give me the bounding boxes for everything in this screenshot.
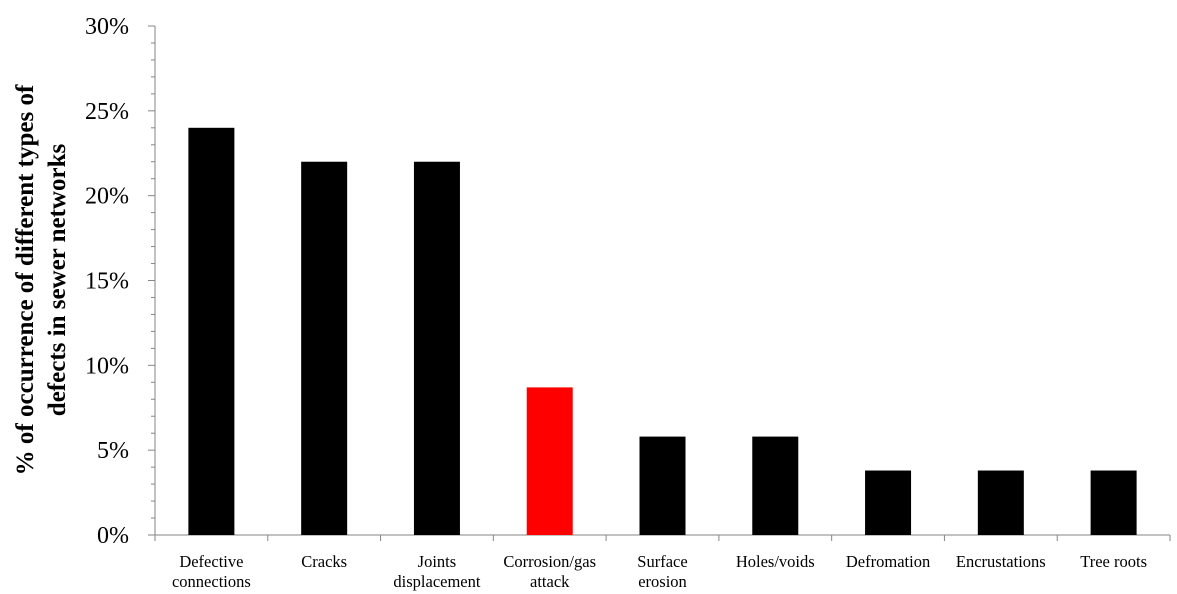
y-axis-label-line: defects in sewer networks xyxy=(44,144,71,417)
x-category-labels: Defective connections Cracks Joints displace… xyxy=(172,552,1147,591)
y-tick-label: 0% xyxy=(97,523,129,549)
bar xyxy=(188,127,235,536)
bar xyxy=(413,161,460,535)
bars xyxy=(188,127,1137,536)
x-category-label: Defective connections xyxy=(172,552,251,591)
x-category-label: Defromation xyxy=(846,552,930,571)
x-category-label: Joints displacement xyxy=(393,552,480,591)
bar xyxy=(526,387,573,535)
y-tick-label: 15% xyxy=(85,269,129,295)
bar xyxy=(639,436,686,535)
y-tick-labels: 0% 5% 10% 15% 20% 25% 30% xyxy=(85,14,129,549)
bar xyxy=(1090,470,1137,535)
bar xyxy=(865,470,912,535)
y-tick-label: 30% xyxy=(85,14,129,40)
bar xyxy=(977,470,1024,535)
x-category-label: Surface erosion xyxy=(637,552,687,591)
y-tick-label: 10% xyxy=(85,353,129,379)
x-category-label: Holes/voids xyxy=(736,552,815,571)
x-category-label: Tree roots xyxy=(1080,552,1147,571)
bar xyxy=(752,436,799,535)
x-category-label: Cracks xyxy=(301,552,347,571)
y-tick-label: 5% xyxy=(97,438,129,464)
x-category-label: Encrustations xyxy=(956,552,1046,571)
bar xyxy=(301,161,348,535)
y-tick-label: 25% xyxy=(85,99,129,125)
y-axis-label-line: % of occurrence of different types of xyxy=(12,84,39,475)
x-category-label: Corrosion/gas attack xyxy=(503,552,596,591)
y-axis-label: % of occurrence of different types of def… xyxy=(12,84,71,475)
y-tick-label: 20% xyxy=(85,184,129,210)
